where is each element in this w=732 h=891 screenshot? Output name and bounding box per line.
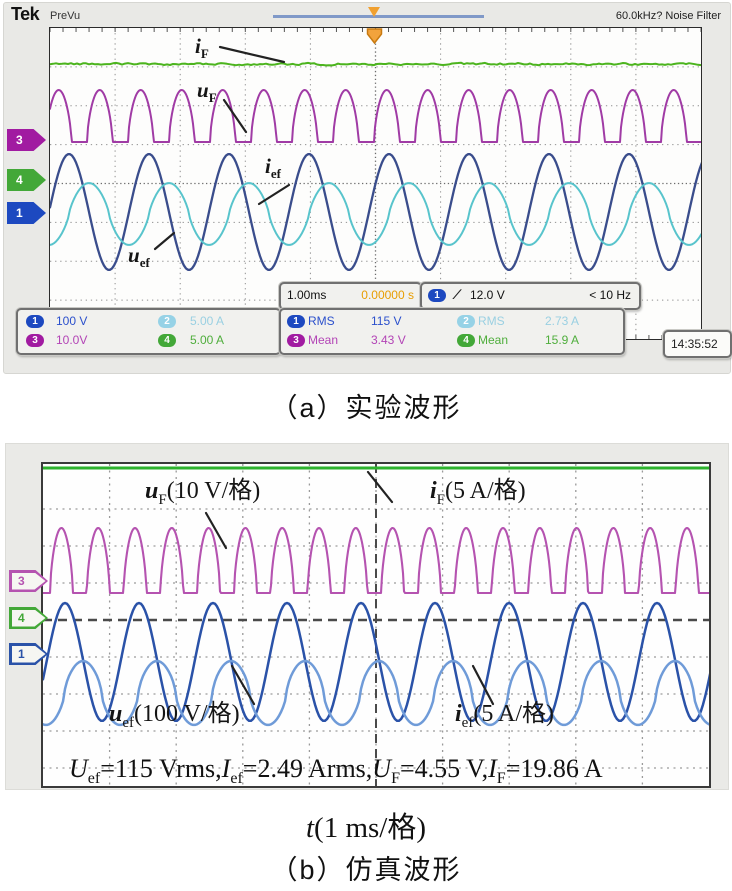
sim-channel-3-arrow-fill — [11, 572, 46, 590]
ch4-scale-value: 5.00 A — [190, 333, 225, 347]
scope-status-readout: 60.0kHz? Noise Filter — [615, 10, 721, 22]
waveform-canvas-b — [43, 464, 709, 786]
scope-brand-logo: Tek — [11, 4, 40, 24]
meas2-value: 2.73 A — [545, 314, 580, 328]
channel-1-marker: 1 — [7, 202, 46, 224]
label-uef: uef — [128, 243, 150, 271]
meas3-type: Mean — [308, 333, 339, 347]
sim-channel-3-number: 3 — [18, 574, 25, 588]
trigger-source-badge: 1 — [428, 289, 446, 302]
trigger-level-value: 12.0 V — [470, 288, 505, 302]
trigger-slope-icon: ∕ — [454, 286, 461, 302]
sim-channel-4-marker: 4 — [9, 607, 48, 629]
sim-channel-3-marker: 3 — [9, 570, 48, 592]
meas4-type: Mean — [478, 333, 509, 347]
simulation-panel: uF(10 V/格) iF(5 A/格) uef(100 V/格) ief(5 … — [5, 443, 729, 790]
sim-label-uef: uef(100 V/格) — [109, 701, 240, 731]
sim-channel-4-number: 4 — [18, 611, 25, 625]
meas1-value: 115 V — [371, 314, 402, 328]
caption-b: （b）仿真波形 — [270, 855, 462, 885]
ch1-badge: 1 — [26, 315, 44, 328]
trigger-position-icon — [368, 7, 380, 17]
meas3-value: 3.43 V — [371, 333, 406, 347]
label-iF: iF — [195, 34, 209, 62]
ch3-badge: 3 — [26, 334, 44, 347]
channel-scale-readout: 1 100 V 2 5.00 A 3 10.0V 4 5.00 A — [16, 308, 281, 355]
meas4-badge: 4 — [457, 334, 475, 347]
sim-channel-1-arrow-fill — [11, 645, 46, 663]
sim-label-uF: uF(10 V/格) — [145, 478, 261, 508]
channel-3-arrow-icon — [7, 129, 46, 151]
sim-label-ief: ief(5 A/格) — [455, 701, 554, 731]
meas2-type: RMS — [478, 314, 505, 328]
clock-value: 14:35:52 — [671, 337, 718, 351]
ch4-badge: 4 — [158, 334, 176, 347]
x-axis-label: t(1 ms/格) — [305, 812, 427, 844]
trigger-frequency-value: < 10 Hz — [589, 288, 631, 302]
waveform-canvas-a — [50, 28, 701, 339]
oscilloscope-panel: Tek PreVu 60.0kHz? Noise Filter iF uF ie… — [3, 2, 732, 374]
timebase-value: 1.00ms — [287, 288, 327, 302]
trigger-readout: 1 ∕ 12.0 V < 10 Hz — [420, 282, 641, 310]
ch3-scale-value: 10.0V — [56, 333, 88, 347]
ch2-badge: 2 — [158, 315, 176, 328]
horizontal-readout: 1.00ms 0.00000 s — [279, 282, 422, 310]
horizontal-position-value: 0.00000 s — [361, 288, 414, 302]
meas3-badge: 3 — [287, 334, 305, 347]
meas4-value: 15.9 A — [545, 333, 580, 347]
sim-channel-1-number: 1 — [18, 647, 25, 661]
channel-1-arrow-icon — [7, 202, 46, 224]
simulation-plot: uF(10 V/格) iF(5 A/格) uef(100 V/格) ief(5 … — [41, 462, 711, 788]
label-uF: uF — [197, 78, 217, 106]
simulation-measurements-text: Uef=115 Vrms,Ief=2.49 Arms,UF=4.55 V,IF=… — [69, 754, 603, 788]
ch2-scale-value: 5.00 A — [190, 314, 225, 328]
ch1-scale-value: 100 V — [56, 314, 88, 328]
sim-channel-1-marker: 1 — [9, 643, 48, 665]
meas2-badge: 2 — [457, 315, 475, 328]
caption-a: （a）实验波形 — [270, 393, 462, 423]
measurement-readout: 1 RMS 115 V 2 RMS 2.73 A 3 Mean 3.43 V 4… — [279, 308, 625, 355]
scope-acq-mode: PreVu — [50, 10, 81, 22]
sim-channel-4-arrow-fill — [11, 609, 46, 627]
channel-4-marker-number: 4 — [16, 173, 23, 187]
channel-4-marker: 4 — [7, 169, 46, 191]
channel-4-arrow-icon — [7, 169, 46, 191]
sim-label-iF: iF(5 A/格) — [430, 478, 526, 508]
channel-3-marker: 3 — [7, 129, 46, 151]
channel-3-marker-number: 3 — [16, 133, 23, 147]
scope-clock: 14:35:52 — [663, 330, 732, 358]
channel-1-marker-number: 1 — [16, 206, 23, 220]
meas1-badge: 1 — [287, 315, 305, 328]
label-ief: ief — [265, 154, 281, 182]
meas1-type: RMS — [308, 314, 335, 328]
